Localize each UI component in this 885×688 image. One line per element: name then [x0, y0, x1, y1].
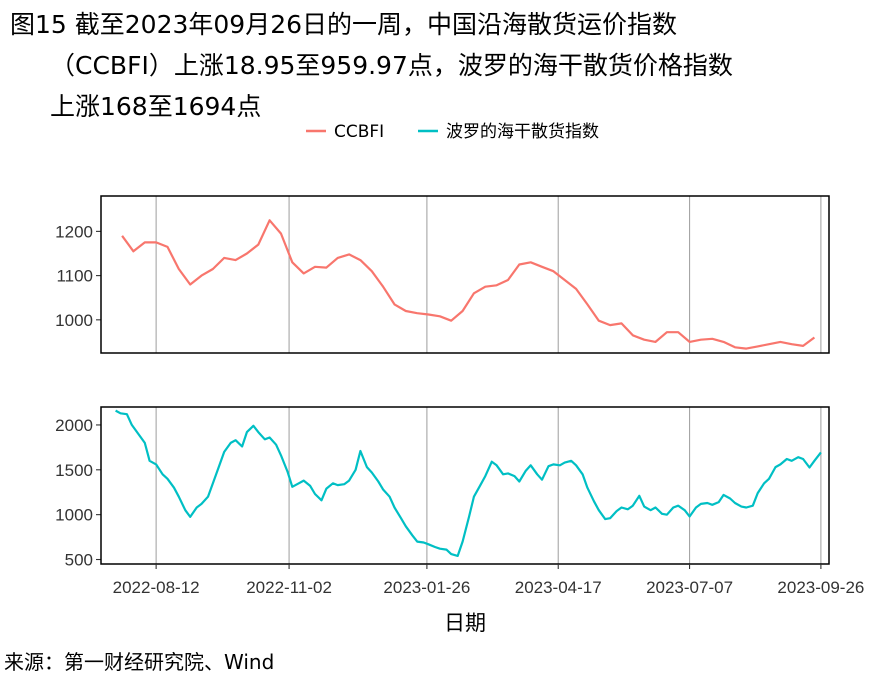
- bottom-panel-border: [100, 406, 830, 565]
- x-axis: 2022-08-12 2022-11-02 2023-01-26 2023-04-17…: [113, 564, 864, 597]
- title-line-1: 图15 截至2023年09月26日的一周，中国沿海散货运价指数: [10, 10, 678, 39]
- source-note: 来源：第一财经研究院、Wind: [4, 650, 275, 674]
- top-panel-background: [101, 196, 829, 353]
- bottom-panel: 500 1000 1500 2000: [55, 406, 830, 570]
- legend-label-ccbfi: CCBFI: [334, 122, 384, 142]
- legend: CCBFI 波罗的海干散货指数: [306, 122, 599, 142]
- x-tick-label: 2023-04-17: [515, 578, 602, 597]
- x-tick-label: 2023-07-07: [646, 578, 733, 597]
- top-panel-border: [100, 195, 830, 354]
- x-axis-title: 日期: [444, 611, 486, 635]
- y-tick-label: 1000: [55, 311, 93, 330]
- x-tick-label: 2022-11-02: [246, 578, 332, 597]
- bottom-panel-background: [101, 407, 829, 564]
- top-panel: 1000 1100 1200: [55, 195, 830, 354]
- top-panel-gridlines: [155, 196, 822, 353]
- figure-title: 图15 截至2023年09月26日的一周，中国沿海散货运价指数 （CCBFI）上…: [10, 4, 733, 127]
- y-tick-label: 1000: [55, 506, 93, 525]
- title-line-3: 上涨168至1694点: [50, 92, 262, 121]
- bottom-panel-gridlines: [155, 407, 822, 564]
- series-line-ccbfi: [121, 219, 816, 350]
- y-tick-label: 500: [65, 551, 93, 570]
- legend-label-bdi: 波罗的海干散货指数: [446, 122, 599, 142]
- title-line-2: （CCBFI）上涨18.95至959.97点，波罗的海干散货价格指数: [50, 51, 733, 80]
- x-tick-label: 2022-08-12: [113, 578, 200, 597]
- x-tick-label: 2023-01-26: [383, 578, 470, 597]
- y-tick-label: 1500: [55, 461, 93, 480]
- y-tick-label: 1100: [56, 267, 93, 286]
- bottom-panel-y-axis: 500 1000 1500 2000: [55, 416, 101, 570]
- y-tick-label: 1200: [55, 222, 93, 241]
- top-panel-y-axis: 1000 1100 1200: [55, 222, 101, 330]
- y-tick-label: 2000: [55, 416, 93, 435]
- x-tick-label: 2023-09-26: [777, 578, 864, 597]
- series-line-bdi: [115, 409, 822, 557]
